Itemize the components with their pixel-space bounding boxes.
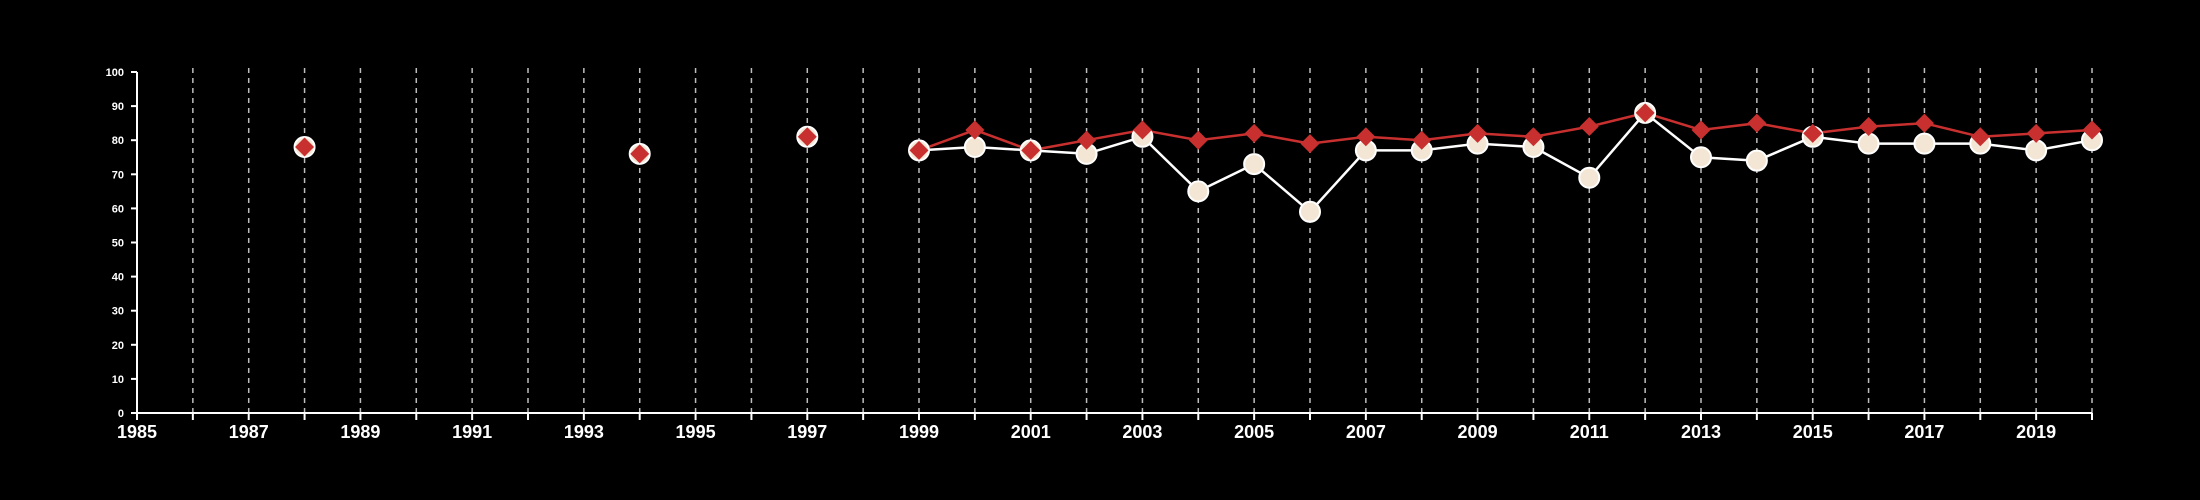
circle-point-2011 <box>1578 166 1601 189</box>
diamond-point-2007 <box>1356 127 1376 147</box>
y-tick-label: 100 <box>106 67 124 79</box>
y-tick-label: 40 <box>112 272 124 284</box>
diamond-point-2019 <box>2026 123 2046 143</box>
diamond-point-2001 <box>1021 140 1041 160</box>
x-tick-label: 1985 <box>117 422 157 442</box>
series-2-line <box>918 111 2093 152</box>
y-tick-label: 90 <box>112 101 124 113</box>
x-tick-label: 2003 <box>1122 422 1162 442</box>
x-tick-label: 2001 <box>1011 422 1051 442</box>
circle-point-2014 <box>1745 149 1768 172</box>
circle-point-2019 <box>2025 139 2048 162</box>
diamond-point-1988 <box>295 137 315 157</box>
diamond-point-2002 <box>1077 130 1097 150</box>
grid <box>192 68 2093 413</box>
x-tick-label: 2011 <box>1570 422 1609 442</box>
x-tick-label: 1993 <box>564 422 604 442</box>
circle-point-2000 <box>963 136 986 159</box>
diamond-point-2005 <box>1244 123 1264 143</box>
series-markers <box>293 101 2103 223</box>
y-tick-label: 30 <box>112 306 124 318</box>
diamond-point-1999 <box>909 140 929 160</box>
diamond-point-2016 <box>1859 117 1879 137</box>
y-tick-label: 70 <box>112 169 124 181</box>
y-tick-label: 20 <box>112 340 124 352</box>
diamond-point-2006 <box>1300 134 1320 154</box>
series-lines <box>918 111 2093 214</box>
x-tick-label: 2017 <box>1904 422 1944 442</box>
x-tick-label: 2005 <box>1234 422 1274 442</box>
circle-point-2005 <box>1243 153 1266 176</box>
x-tick-label: 2015 <box>1793 422 1833 442</box>
diamond-point-2003 <box>1132 120 1152 140</box>
diamond-point-2010 <box>1523 127 1543 147</box>
x-tick-label: 1987 <box>229 422 269 442</box>
x-tick-label: 2019 <box>2016 422 2056 442</box>
diamond-point-2008 <box>1412 130 1432 150</box>
diamond-point-2004 <box>1188 130 1208 150</box>
series-1-line <box>918 111 2093 214</box>
diamond-point-2013 <box>1691 120 1711 140</box>
circle-point-2006 <box>1299 200 1321 223</box>
circle-point-2016 <box>1857 132 1880 155</box>
x-tick-label: 1995 <box>676 422 716 442</box>
x-tick-label: 1989 <box>340 422 380 442</box>
axes <box>136 72 2092 414</box>
x-tick-label: 1997 <box>787 422 827 442</box>
diamond-point-2000 <box>965 120 985 140</box>
y-tick-label: 80 <box>112 135 124 147</box>
diamond-point-2014 <box>1747 113 1767 133</box>
x-tick-label: 2007 <box>1346 422 1386 442</box>
diamond-point-2018 <box>1970 127 1990 147</box>
circle-point-2017 <box>1913 132 1936 155</box>
diamond-point-2012 <box>1635 103 1655 123</box>
diamond-point-2009 <box>1468 123 1488 143</box>
circle-point-2004 <box>1187 180 1210 203</box>
y-tick-label: 50 <box>112 238 124 250</box>
x-tick-label: 2009 <box>1458 422 1498 442</box>
y-axis-ticks: 0 10 20 30 40 50 60 70 80 90 100 <box>106 67 137 420</box>
diamond-point-2020 <box>2082 120 2102 140</box>
y-tick-label: 0 <box>118 408 124 420</box>
diamond-point-2017 <box>1914 113 1934 133</box>
x-tick-label: 1999 <box>899 422 939 442</box>
y-tick-label: 10 <box>112 374 124 386</box>
x-tick-label: 2013 <box>1681 422 1721 442</box>
y-tick-label: 60 <box>112 203 124 215</box>
x-tick-label: 1991 <box>452 422 492 442</box>
diamond-point-1997 <box>797 127 817 147</box>
diamond-point-2015 <box>1803 123 1823 143</box>
diamond-point-1994 <box>630 144 650 164</box>
x-axis-ticks: 1985 1987 1989 1991 1993 1995 1997 1999 2001 2003… <box>117 413 2093 442</box>
circle-point-2013 <box>1690 146 1712 169</box>
diamond-point-2011 <box>1579 117 1599 137</box>
